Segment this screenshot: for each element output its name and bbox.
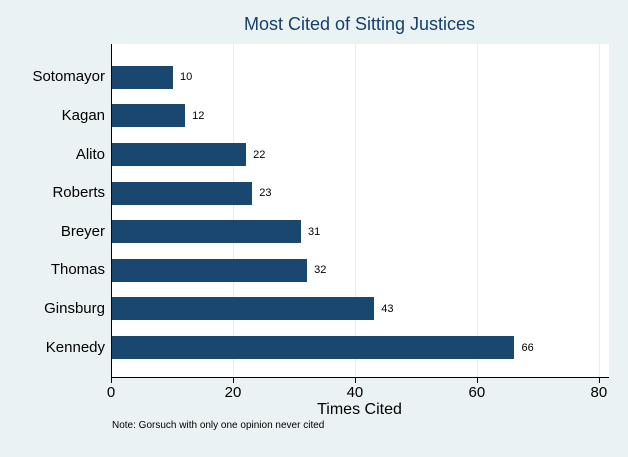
bar — [112, 181, 253, 205]
bar — [112, 336, 515, 359]
category-label: Kagan — [61, 106, 105, 124]
chart-title: Most Cited of Sitting Justices — [243, 14, 476, 34]
bar-row: 66 — [112, 336, 609, 359]
bar-value-label: 43 — [381, 302, 394, 315]
category-label: Roberts — [52, 184, 105, 202]
category-label: Thomas — [50, 261, 105, 279]
bar-value-label: 32 — [314, 264, 327, 277]
bar — [112, 104, 186, 128]
gridline — [599, 44, 601, 377]
chart-note: Note: Gorsuch with only one opinion neve… — [112, 420, 325, 431]
bar-row: 23 — [112, 181, 609, 205]
x-tick-label: 0 — [106, 384, 116, 401]
category-label: Breyer — [60, 222, 105, 240]
gridline — [233, 44, 235, 377]
bar — [112, 297, 375, 321]
bar — [112, 258, 308, 282]
x-tick-label: 40 — [346, 384, 364, 401]
x-axis-title: Times Cited — [317, 401, 402, 418]
bar-row: 32 — [112, 258, 609, 282]
bar-row: 31 — [112, 220, 609, 244]
x-tick-label: 80 — [590, 384, 608, 401]
bar — [112, 143, 247, 166]
x-tick-label: 20 — [224, 384, 242, 401]
bar-value-label: 10 — [179, 71, 193, 84]
x-tick — [232, 378, 234, 383]
plot-area: 10 12 22 23 31 32 43 66 — [111, 44, 609, 378]
bar-value-label: 31 — [308, 225, 321, 238]
bar-row: 22 — [112, 143, 609, 166]
bar-value-label: 22 — [253, 148, 266, 161]
gridline — [477, 44, 479, 377]
bar-value-label: 66 — [521, 341, 534, 354]
x-tick — [354, 378, 356, 383]
x-tick-label: 60 — [468, 384, 486, 401]
bar-row: 10 — [112, 65, 609, 89]
x-tick — [111, 378, 112, 383]
category-label: Kennedy — [45, 338, 105, 356]
bar-value-label: 12 — [192, 109, 205, 122]
category-label: Ginsburg — [44, 299, 105, 317]
bar-row: 43 — [112, 297, 609, 321]
gridline — [355, 44, 357, 377]
bar-row: 12 — [112, 104, 609, 128]
category-label: Sotomayor — [32, 68, 105, 86]
category-label: Alito — [75, 145, 105, 163]
bar — [112, 65, 173, 89]
x-tick — [476, 378, 478, 383]
x-tick — [598, 378, 600, 383]
bar-value-label: 23 — [259, 187, 272, 200]
bar — [112, 220, 302, 244]
